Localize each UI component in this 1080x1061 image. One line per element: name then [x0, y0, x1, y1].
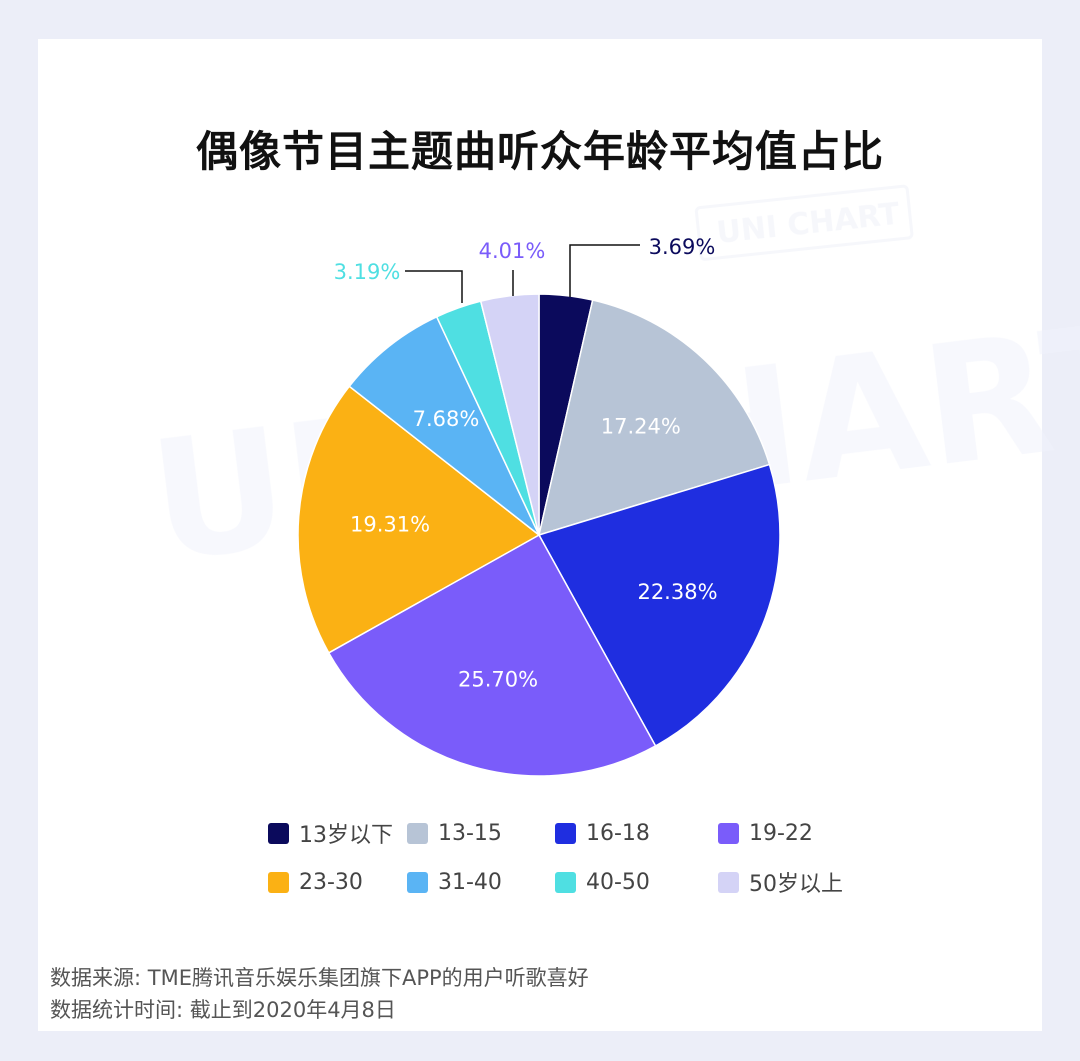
legend-label: 40-50: [586, 869, 650, 895]
pie-slices: [297, 293, 781, 777]
legend-swatch: [268, 871, 289, 893]
data-date-note: 数据统计时间: 截止到2020年4月8日: [50, 998, 396, 1022]
pie-slice-3: [537, 463, 781, 747]
data-source-note: 数据来源: TME腾讯音乐娱乐集团旗下APP的用户听歌喜好: [50, 966, 589, 990]
chart-title: 偶像节目主题曲听众年龄平均值占比: [195, 127, 884, 176]
legend-label: 13岁以下: [299, 823, 393, 848]
legend-swatch: [555, 822, 576, 844]
legend-item: 16-18: [555, 819, 650, 847]
pie-slice-4: [327, 533, 657, 777]
legend-label: 50岁以上: [749, 872, 843, 897]
pie-slice-6: [348, 315, 540, 536]
slice-value-label: 3.69%: [649, 235, 716, 259]
slice-value-label: 19.31%: [350, 513, 430, 537]
pie-slice-5: [297, 385, 541, 654]
legend-item: 50岁以上: [718, 868, 843, 897]
legend-item: 40-50: [555, 868, 650, 896]
legend-item: 13岁以下: [268, 819, 393, 848]
legend-item: 19-22: [718, 819, 813, 847]
legend-swatch: [555, 871, 576, 893]
legend-swatch: [407, 871, 428, 893]
pie-slice-8: [479, 293, 540, 536]
legend-item: 23-30: [268, 868, 363, 896]
slice-value-label: 7.68%: [413, 407, 480, 431]
legend-label: 16-18: [586, 820, 650, 846]
legend-label: 31-40: [438, 869, 502, 895]
slice-value-label: 4.01%: [479, 239, 546, 263]
legend-label: 13-15: [438, 820, 502, 846]
pie-labels: 3.69% 17.24% 22.38% 25.70% 19.31% 7.68% 3.19% 4…: [334, 235, 718, 692]
slice-value-label: 25.70%: [458, 668, 538, 692]
legend-swatch: [407, 822, 428, 844]
legend-label: 23-30: [299, 869, 363, 895]
slice-value-label: 17.24%: [601, 415, 681, 439]
label-leader-line: [569, 244, 640, 297]
legend-swatch: [718, 871, 739, 893]
legend-label: 19-22: [749, 820, 813, 846]
slice-value-label: 22.38%: [637, 580, 717, 604]
legend-item: 31-40: [407, 868, 502, 896]
legend-swatch: [718, 822, 739, 844]
pie-slice-2: [537, 299, 771, 537]
legend-swatch: [268, 822, 289, 844]
slice-value-label: 3.19%: [334, 260, 401, 284]
legend-item: 13-15: [407, 819, 502, 847]
label-leader-line: [405, 270, 463, 303]
